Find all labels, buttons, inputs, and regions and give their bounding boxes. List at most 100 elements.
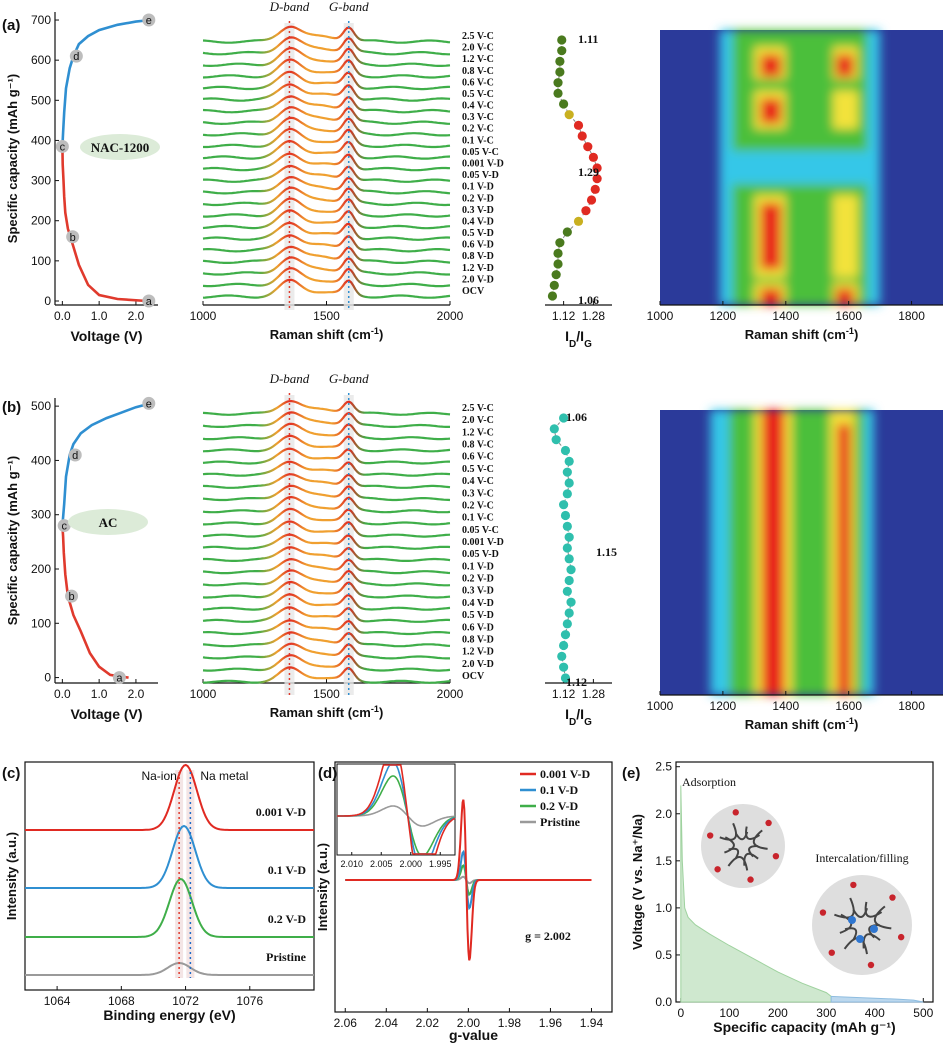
ratio-point <box>564 532 574 542</box>
heatmap-red <box>762 410 785 695</box>
series-label: 0.1 V-D <box>268 863 307 877</box>
spectrum-label: 0.4 V-C <box>462 476 494 487</box>
spectrum-label: 0.1 V-D <box>462 561 494 572</box>
heatmap-red <box>837 424 851 695</box>
heatmap-cyan-gap <box>730 151 868 184</box>
ratio-point <box>549 424 559 434</box>
ratio-point <box>559 640 569 651</box>
intercalation-area <box>830 995 924 1003</box>
na-ion <box>867 961 875 969</box>
x-tick-label: 1600 <box>835 309 862 323</box>
ratio-point <box>592 174 602 184</box>
spectrum-curve <box>202 256 450 276</box>
charge-curve <box>61 402 151 526</box>
spectrum-curve <box>202 209 451 230</box>
x-tick-label: 1.12 <box>552 687 576 701</box>
ratio-value-bottom: 1.06 <box>578 293 599 307</box>
spectrum-label: 2.0 V-C <box>462 43 494 54</box>
spectrum-curve <box>202 606 451 623</box>
y-axis-label: Intensity (a.u.) <box>315 843 330 931</box>
ratio-point <box>560 630 571 640</box>
ratio-point <box>590 184 600 194</box>
x-tick-label: 1.94 <box>580 1016 604 1030</box>
y-tick-label: 2.5 <box>655 760 672 774</box>
spectrum-label: 1.2 V-D <box>462 263 494 274</box>
y-tick-label: 100 <box>31 254 51 268</box>
spectrum-curve <box>202 666 451 684</box>
xps-curve <box>25 877 314 938</box>
na-ion <box>772 852 780 860</box>
spectrum-curve <box>202 642 450 660</box>
x-tick-label: 1000 <box>190 309 217 323</box>
adsorption-area <box>680 785 832 1003</box>
spectrum-curve <box>202 95 451 114</box>
spectrum-label: 0.6 V-D <box>462 240 494 251</box>
spectrum-curve <box>203 507 451 526</box>
x-axis-label: g-value <box>449 1027 498 1043</box>
ratio-point <box>559 413 569 423</box>
spectrum-curve <box>202 106 450 126</box>
ratio-point <box>583 142 593 152</box>
y-tick-label: 0 <box>44 294 51 308</box>
x-tick-label: 1200 <box>710 699 737 713</box>
spectrum-curve <box>202 83 451 102</box>
ratio-point <box>562 521 572 531</box>
ratio-point <box>555 67 565 77</box>
sample-name: NAC-1200 <box>91 140 150 155</box>
spectrum-label: 0.1 V-C <box>462 513 494 524</box>
spectrum-curve <box>202 46 451 67</box>
x-tick-label: 1500 <box>313 687 340 701</box>
ratio-point <box>586 195 597 205</box>
x-axis-label: ID/IG <box>565 706 592 728</box>
x-tick-label: 1.98 <box>498 1016 522 1030</box>
spectrum-label: 0.6 V-D <box>462 622 494 633</box>
x-tick-label: 1400 <box>772 309 799 323</box>
x-tick-label: 1.96 <box>539 1016 563 1030</box>
marker-letter: a <box>146 296 153 308</box>
inset-tick-label: 2.000 <box>399 859 422 869</box>
panel-label: (b) <box>2 399 21 416</box>
schematic-disc <box>701 804 785 888</box>
ratio-point <box>560 673 571 683</box>
y-tick-label: 0.0 <box>655 995 672 1009</box>
graphene-sheet <box>874 905 892 930</box>
ratio-point <box>553 259 563 269</box>
spectrum-curve <box>202 175 451 195</box>
y-tick-label: 100 <box>31 616 51 630</box>
marker-letter: b <box>68 591 74 603</box>
spectrum-curve <box>202 116 451 137</box>
x-tick-label: 1072 <box>172 994 199 1008</box>
sample-badge <box>80 134 160 160</box>
marker-letter: d <box>73 51 79 63</box>
x-axis-label: ID/IG <box>565 328 592 350</box>
spectrum-label: OCV <box>462 671 485 682</box>
spectrum-label: 0.6 V-C <box>462 452 494 463</box>
adsorption-schematic <box>701 804 785 888</box>
spectrum-curve <box>202 654 451 672</box>
spectrum-curve <box>203 546 451 562</box>
x-tick-label: 2.0 <box>128 309 145 323</box>
na-ion <box>732 809 739 816</box>
x-tick-label: 1000 <box>647 699 674 713</box>
marker-d <box>69 49 83 63</box>
ratio-point <box>577 131 587 141</box>
ratio-point <box>559 500 569 510</box>
y-tick-label: 1.0 <box>655 901 672 915</box>
d-band-label: D-band <box>269 0 310 14</box>
spectrum-label: 0.5 V-C <box>462 464 494 475</box>
heatmap-red <box>760 203 782 270</box>
sample-badge <box>68 509 148 535</box>
spectrum-label: 2.0 V-D <box>462 659 494 670</box>
y-tick-label: 200 <box>31 214 51 228</box>
ratio-value-mid: 1.29 <box>578 165 599 179</box>
ratio-point <box>559 99 569 109</box>
x-axis-label: Specific capacity (mAh g⁻¹) <box>713 1019 895 1035</box>
panel-label: (e) <box>622 765 640 782</box>
ratio-value-top: 1.06 <box>566 410 587 424</box>
spectrum-label: 0.1 V-D <box>462 182 494 193</box>
marker-a <box>142 294 156 308</box>
spectrum-label: 0.2 V-C <box>462 124 494 135</box>
x-tick-label: 1000 <box>647 309 674 323</box>
y-axis-label: Intensity (a.u.) <box>4 832 19 920</box>
spectrum-label: 0.6 V-C <box>462 77 494 88</box>
